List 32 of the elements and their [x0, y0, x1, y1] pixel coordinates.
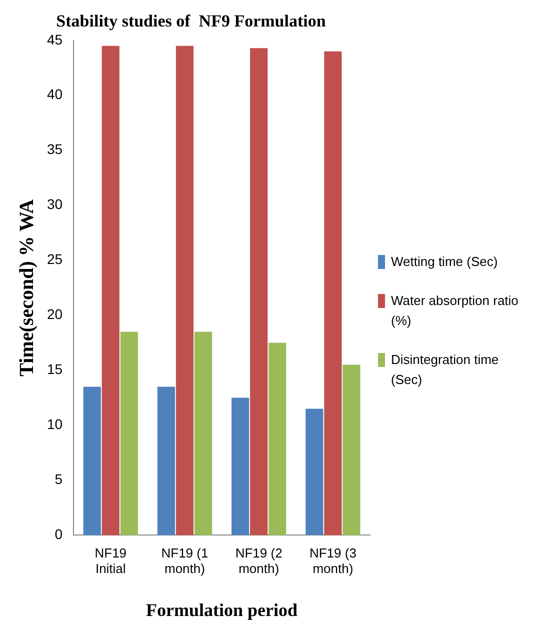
chart-title: Stability studies of NF9 Formulation [56, 12, 326, 31]
x-tick-label: NF19 Initial [94, 546, 127, 576]
bar [157, 386, 176, 536]
legend-label: Wetting time (Sec) [391, 252, 498, 271]
bar [120, 332, 138, 536]
bar [232, 398, 250, 536]
y-axis-title: Time(second) % WA [16, 198, 38, 376]
y-tick-label: 40 [46, 86, 63, 102]
y-tick-label: 5 [54, 471, 63, 488]
x-tick-label: NF19 (2 month) [235, 546, 282, 576]
y-tick-label: 15 [46, 361, 63, 378]
bar [250, 48, 268, 536]
bar [324, 51, 342, 536]
bar [194, 332, 212, 536]
y-tick-label: 45 [46, 31, 63, 48]
legend-label: Disintegration time (Sec) [391, 350, 500, 389]
bar [342, 364, 360, 536]
y-tick-label: 30 [46, 196, 63, 212]
x-axis-title: Formulation period [146, 600, 298, 620]
bar [306, 408, 324, 536]
bar [83, 386, 101, 536]
y-tick-label: 10 [46, 416, 63, 432]
bar [268, 342, 286, 536]
y-tick-label: 0 [54, 526, 63, 542]
y-tick-label: 25 [46, 251, 63, 268]
x-tick-label: NF19 (3 month) [309, 546, 356, 576]
x-tick-label: NF19 (1 month) [161, 546, 208, 576]
bar [176, 46, 194, 536]
y-tick-label: 20 [46, 306, 63, 322]
y-tick-label: 35 [46, 141, 63, 158]
legend-label: Water absorption ratio (%) [391, 292, 520, 330]
bar [102, 46, 120, 536]
